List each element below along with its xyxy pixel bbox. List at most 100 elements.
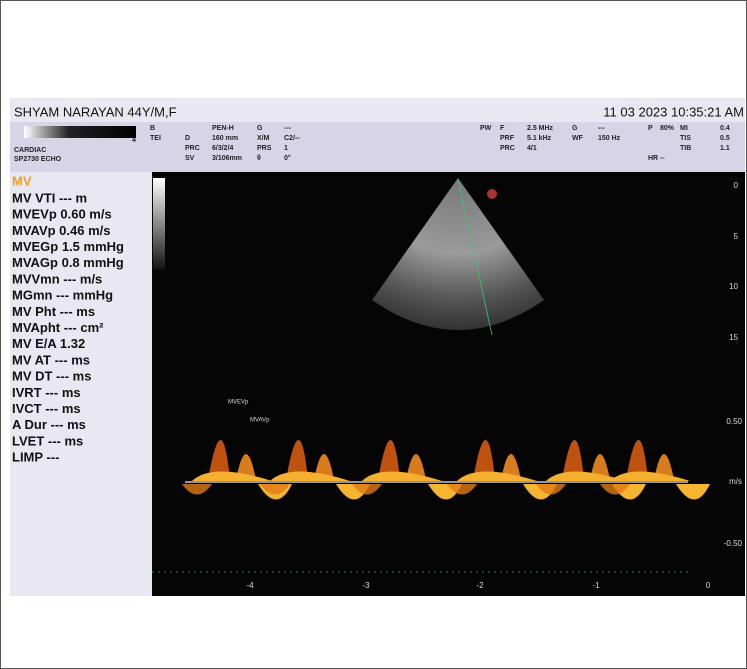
param: 160 mm (212, 135, 238, 142)
param: F (500, 125, 505, 132)
param: P (648, 125, 653, 132)
preset: CARDIAC (14, 147, 46, 154)
param: G (257, 125, 263, 132)
param: 1.1 (720, 145, 730, 152)
measurement: LVET --- ms (12, 433, 83, 448)
param: --- (598, 125, 606, 132)
reverse-flow (676, 484, 710, 500)
patient: SHYAM NARAYAN 44Y/M,F (14, 104, 177, 119)
depth-label: 0 (734, 181, 739, 190)
reverse-flow (447, 484, 477, 495)
param: 3/106mm (212, 155, 242, 162)
measurement: MVEVp 0.60 m/s (12, 207, 112, 222)
reverse-flow (260, 484, 290, 495)
param: HR -- (648, 155, 665, 162)
measurement: MGmn --- mmHg (12, 288, 113, 303)
echo-sector (372, 178, 544, 330)
gray-bar (24, 126, 136, 138)
param: 2.5 MHz (527, 125, 554, 132)
velocity-label: m/s (729, 477, 742, 486)
param: TEI (150, 135, 161, 142)
param: θ (257, 155, 261, 162)
measurement: MVVmn --- m/s (12, 271, 102, 286)
param: 0.4 (720, 125, 730, 132)
measurement: LIMP --- (12, 450, 59, 465)
measurement: IVRT --- ms (12, 385, 81, 400)
reverse-flow (536, 484, 566, 495)
measurement: IVCT --- ms (12, 401, 81, 416)
param: PRC (185, 145, 200, 152)
param: 80% (660, 125, 675, 132)
e-wave (208, 440, 230, 480)
param: TIB (680, 145, 691, 152)
depth-label: 5 (734, 232, 739, 241)
time-label: -3 (362, 581, 370, 590)
param: 0° (284, 154, 291, 162)
param: PEN-H (212, 125, 234, 132)
param: PRS (257, 145, 272, 152)
e-wave (626, 440, 648, 480)
gray-bar-label: 1 (28, 130, 32, 137)
time-label: -1 (592, 581, 600, 590)
velocity-label: -0.50 (724, 539, 743, 548)
measurement: MV AT --- ms (12, 352, 90, 367)
param: PRC (500, 145, 515, 152)
time-label: -4 (246, 581, 254, 590)
param: 150 Hz (598, 135, 621, 142)
e-wave (473, 440, 495, 480)
flow-band (546, 471, 626, 481)
param: MI (680, 125, 688, 132)
param: X/M (257, 135, 270, 142)
preset: SP2730 ECHO (14, 156, 62, 163)
measurement: MV DT --- ms (12, 369, 91, 384)
e-wave (562, 440, 584, 480)
param: 6/3/2/4 (212, 145, 234, 152)
param: PW (480, 125, 492, 132)
flow-band (270, 471, 350, 481)
measurement: MVAVp 0.46 m/s (12, 223, 111, 238)
depth-label: 10 (729, 282, 738, 291)
flow-band (192, 471, 272, 481)
param: WF (572, 135, 584, 142)
param: SV (185, 155, 195, 162)
reverse-flow (182, 484, 212, 495)
measurement: MV Pht --- ms (12, 304, 95, 319)
depth-label: 15 (729, 333, 738, 342)
velocity-label: 0.50 (726, 417, 742, 426)
measurement: MVEGp 1.5 mmHg (12, 239, 124, 254)
measurement: A Dur --- ms (12, 417, 86, 432)
datetime: 11 03 2023 10:35:21 AM (603, 104, 744, 119)
reverse-flow (352, 484, 382, 495)
reverse-flow (600, 484, 630, 495)
measurement: MV VTI --- m (12, 190, 87, 205)
flow-band (362, 471, 442, 481)
cursor-line (457, 179, 493, 336)
e-wave (378, 440, 400, 480)
measurement: MVAGp 0.8 mmHg (12, 255, 124, 270)
gray-scale (153, 178, 165, 270)
color-marker (487, 189, 497, 199)
param: B (150, 125, 155, 132)
param: TIS (680, 135, 691, 142)
param: 0.5 (720, 135, 730, 142)
param: PRF (500, 135, 515, 142)
param: C2/-- (284, 135, 300, 142)
flow-band (610, 471, 690, 481)
flow-band (457, 471, 537, 481)
marker: MVAVp (250, 418, 270, 424)
param: 5.1 kHz (527, 135, 552, 142)
marker: MVEVp (228, 400, 249, 406)
param: 4/1 (527, 145, 537, 152)
e-wave (286, 440, 308, 480)
param: 1 (284, 145, 288, 152)
time-label: -2 (476, 581, 484, 590)
param: G (572, 125, 578, 132)
measurement: MVAph​t --- cm² (12, 320, 104, 335)
param: D (185, 135, 190, 142)
doppler-trace (182, 440, 710, 500)
meas-title: MV (12, 173, 32, 188)
gray-bar-label: 4 (132, 137, 136, 144)
measurement: MV E/A 1.32 (12, 336, 85, 351)
time-label: 0 (706, 581, 711, 590)
